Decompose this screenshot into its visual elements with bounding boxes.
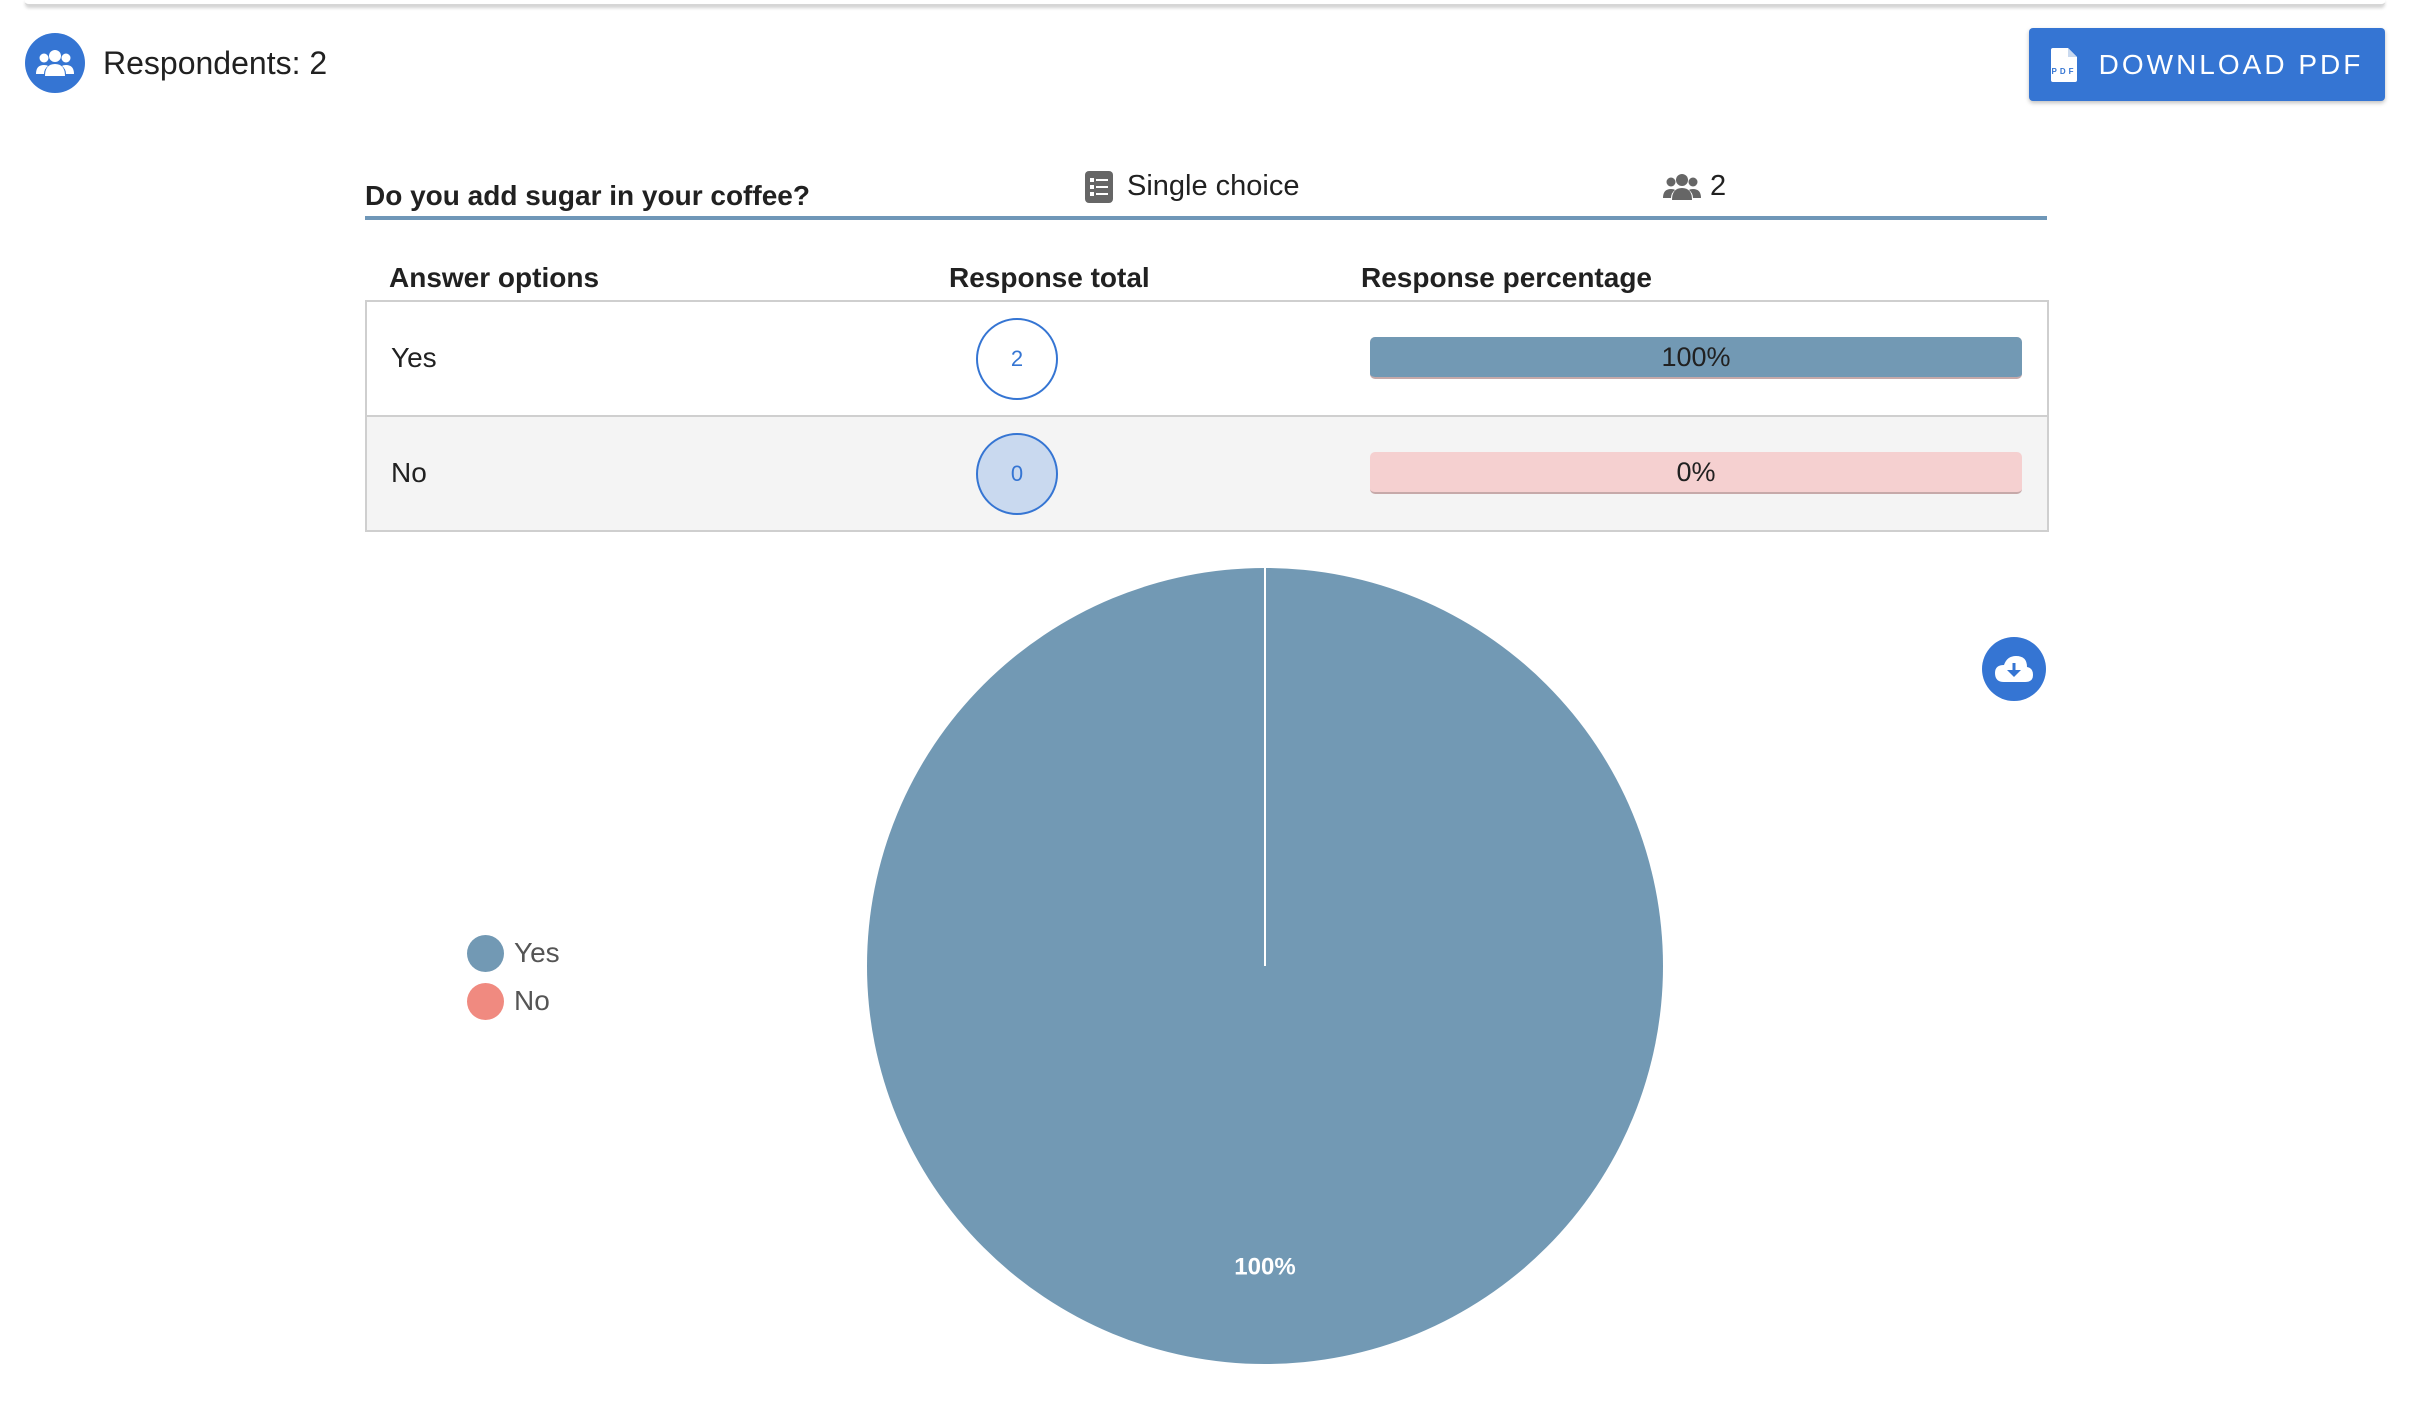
response-total-value: 2 [1010,346,1024,371]
column-header-answer-options: Answer options [389,262,600,293]
percentage-label: 100% [1661,341,1731,372]
download-pdf-button[interactable]: PDF DOWNLOAD PDF [2029,28,2385,101]
download-chart-button[interactable] [1982,637,2046,701]
response-total-value: 0 [1010,461,1024,486]
question-title: Do you add sugar in your coffee? [365,180,810,211]
pie-chart: 100% [867,568,1663,1364]
question-header: Do you add sugar in your coffee? Single … [365,166,2047,220]
people-group-icon [25,33,85,93]
response-percentage-bar: 100% [1370,337,2022,379]
pie-chart-area: 100% Yes No [365,560,2047,1400]
svg-text:PDF: PDF [2051,67,2076,76]
answer-option: Yes [391,342,437,373]
percentage-fill [1370,337,2022,377]
question-type-label: Single choice [1127,170,1300,202]
chart-legend: Yes No [467,929,560,1025]
legend-item-yes[interactable]: Yes [467,929,560,977]
top-card-edge [25,0,2385,6]
legend-label: Yes [514,937,560,968]
legend-swatch [467,982,504,1020]
pdf-file-icon: PDF [2050,47,2077,82]
cloud-download-icon [1994,654,2034,684]
response-percentage-bar: 0% [1370,452,2022,494]
answers-table: Yes 2 100% No 0 0% [365,300,2049,532]
column-header-response-total: Response total [949,262,1150,293]
download-pdf-label: DOWNLOAD PDF [2098,48,2364,80]
percentage-label: 0% [1676,456,1716,487]
people-group-icon [1662,172,1702,202]
response-total-badge: 2 [976,318,1058,400]
list-icon [1085,170,1113,203]
respondents-count: Respondents: 2 [103,44,328,81]
question-type: Single choice [1085,170,1300,203]
question-respondents: 2 [1662,170,1726,203]
pie-slice-label: 100% [1234,1254,1295,1281]
legend-item-no[interactable]: No [467,977,560,1025]
legend-label: No [514,985,550,1016]
answer-option: No [391,457,427,488]
question-respondent-count: 2 [1710,170,1727,202]
table-header: Answer options Response total Response p… [365,260,2047,300]
table-row: No 0 0% [367,417,2047,530]
respondents-summary: Respondents: 2 [25,33,327,93]
table-row: Yes 2 100% [367,302,2047,417]
response-total-badge: 0 [976,433,1058,515]
column-header-response-percentage: Response percentage [1361,262,1652,293]
legend-swatch [467,934,504,972]
